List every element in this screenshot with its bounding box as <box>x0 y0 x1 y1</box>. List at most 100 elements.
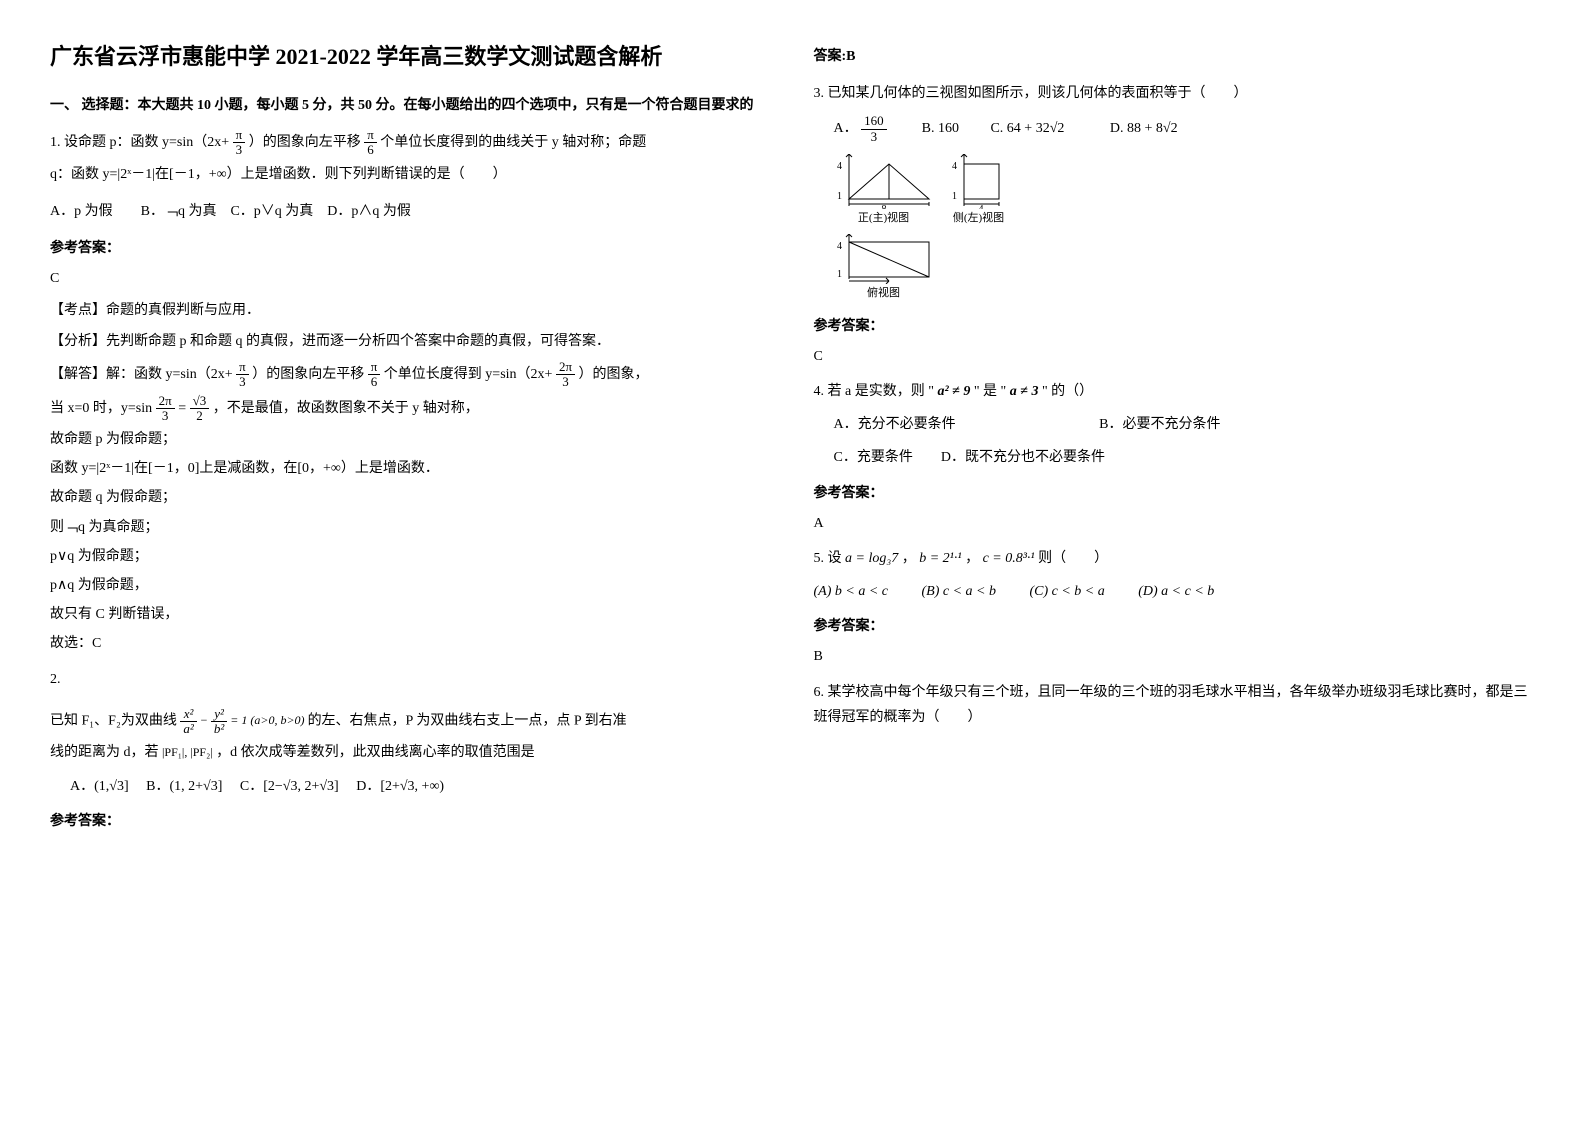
q3-options: A． 1603 B. 160 C. 64 + 32√2 D. 88 + 8√2 <box>834 114 1538 144</box>
frac-2pi-3b: 2π3 <box>156 394 175 424</box>
solution-line: 【解答】解：函数 y=sin（2x+ π3 ）的图象向左平移 π6 个单位长度得… <box>50 360 774 390</box>
q2-stem: 已知 F₁、F₂为双曲线 x²a² − y²b² = 1 (a>0, b>0) … <box>50 707 774 737</box>
page-title: 广东省云浮市惠能中学 2021-2022 学年高三数学文测试题含解析 <box>50 40 774 73</box>
q5-opt-d: (D) a < c < b <box>1138 584 1214 599</box>
q1-stem: 1. 设命题 p：函数 y=sin（2x+ π3 ）的图象向左平移 π6 个单位… <box>50 128 774 158</box>
q2-answer-text: 答案:B <box>814 44 1538 69</box>
q1-stem-a: 1. 设命题 p：函数 y=sin（2x+ <box>50 135 229 150</box>
func-line: 函数 y=|2ˣ－1|在[－1，0]上是减函数，在[0，+∞）上是增函数． <box>50 456 774 481</box>
sol-c: 个单位长度得到 y=sin（2x+ <box>384 367 553 382</box>
frac-pi-6b: π6 <box>368 360 381 390</box>
q1-stem-c: 个单位长度得到的曲线关于 y 轴对称；命题 <box>380 135 646 150</box>
front-view-svg: 4 1 8 <box>834 154 934 209</box>
q5-f: c = 0.8³·¹ <box>983 551 1035 566</box>
q-false: 故命题 q 为假命题； <box>50 485 774 510</box>
pandq-line: p∧q 为假命题， <box>50 573 774 598</box>
q4-d: a ≠ 3 <box>1010 384 1039 399</box>
q4-answer: A <box>814 511 1538 536</box>
tri-row-top: 4 1 8 正(主)视图 4 1 <box>834 154 1538 229</box>
q2-c: 线的距离为 d，若 <box>50 745 159 760</box>
q5-answer: B <box>814 644 1538 669</box>
left-column: 广东省云浮市惠能中学 2021-2022 学年高三数学文测试题含解析 一、 选择… <box>50 40 774 839</box>
q2-answer-label: 参考答案： <box>50 809 774 834</box>
q5-b: a = log₃7 <box>845 551 898 566</box>
q1-answer: C <box>50 266 774 291</box>
svg-text:1: 1 <box>952 191 957 202</box>
svg-text:1: 1 <box>837 269 842 280</box>
q4-opt-a: A．充分不必要条件 <box>834 417 956 432</box>
q3-opt-b: B. 160 <box>922 121 959 136</box>
q3-answer-label: 参考答案： <box>814 314 1538 339</box>
svg-text:4: 4 <box>837 161 842 172</box>
x0-c: ，不是最值，故函数图象不关于 y 轴对称， <box>213 401 479 416</box>
q1-stem-d: q：函数 y=|2ˣ－1|在[－1，+∞）上是增函数．则下列判断错误的是（ ） <box>50 162 774 187</box>
q4-a: 4. 若 a 是实数，则 " <box>814 384 934 399</box>
top-view-label: 俯视图 <box>834 284 934 304</box>
q4-stem: 4. 若 a 是实数，则 " a² ≠ 9 " 是 " a ≠ 3 " 的（） <box>814 379 1538 404</box>
q3-opt-d: D. 88 + 8√2 <box>1110 121 1178 136</box>
q5-opt-c: (C) c < b < a <box>1029 584 1104 599</box>
q4-answer-label: 参考答案： <box>814 481 1538 506</box>
x0-a: 当 x=0 时，y=sin <box>50 401 152 416</box>
porq-line: p∨q 为假命题； <box>50 544 774 569</box>
q2-a: 已知 F₁、F₂为双曲线 <box>50 713 177 728</box>
front-view-label: 正(主)视图 <box>834 209 934 229</box>
q4-options2: C．充要条件 D．既不充分也不必要条件 <box>834 445 1538 470</box>
q5-g: 则（ ） <box>1038 551 1108 566</box>
q2-opt-c: C．[2−√3, 2+√3] <box>240 779 339 794</box>
only-c-line: 故只有 C 判断错误， <box>50 602 774 627</box>
q3-answer: C <box>814 344 1538 369</box>
frac-pi-6: π6 <box>364 128 377 158</box>
frac-2pi-3: 2π3 <box>556 360 575 390</box>
q4-opt-c: C．充要条件 D．既不充分也不必要条件 <box>834 450 1105 465</box>
top-view: 4 1 俯视图 <box>834 234 934 304</box>
right-column: 答案:B 3. 已知某几何体的三视图如图所示，则该几何体的表面积等于（ ） A．… <box>814 40 1538 839</box>
answer-label: 参考答案： <box>50 236 774 261</box>
q2-options: A．(1,√3] B．(1, 2+√3] C．[2−√3, 2+√3] D．[2… <box>70 774 774 799</box>
sol-a: 【解答】解：函数 y=sin（2x+ <box>50 367 233 382</box>
question-1: 1. 设命题 p：函数 y=sin（2x+ π3 ）的图象向左平移 π6 个单位… <box>50 128 774 224</box>
select-line: 故选：C <box>50 631 774 656</box>
q2-b: 的左、右焦点，P 为双曲线右支上一点，点 P 到右准 <box>308 713 627 728</box>
tri-row-bottom: 4 1 俯视图 <box>834 234 1538 304</box>
frac-pi-3b: π3 <box>236 360 249 390</box>
q5-stem: 5. 设 a = log₃7 ， b = 2¹·¹ ， c = 0.8³·¹ 则… <box>814 546 1538 571</box>
analysis-label: 【分析】先判断命题 p 和命题 q 的真假，进而逐一分析四个答案中命题的真假，可… <box>50 329 774 354</box>
notq-line: 则﹁q 为真命题； <box>50 515 774 540</box>
q1-stem-b: ）的图象向左平移 <box>249 135 361 150</box>
q5-opt-a: (A) b < a < c <box>814 584 888 599</box>
q2-opt-a: A．(1,√3] <box>70 779 129 794</box>
side-view-svg: 4 1 4 <box>949 154 1009 209</box>
q5-e: ， <box>965 551 979 566</box>
q5-a: 5. 设 <box>814 551 846 566</box>
sol-d: ）的图象， <box>579 367 649 382</box>
p-false: 故命题 p 为假命题； <box>50 427 774 452</box>
q2-formula: x²a² − y²b² = 1 (a>0, b>0) <box>180 713 307 727</box>
q4-c: " 是 " <box>974 384 1006 399</box>
q2-pf: |PF₁|, |PF₂| <box>162 745 213 759</box>
q4-b: a² ≠ 9 <box>937 384 970 399</box>
svg-text:1: 1 <box>837 191 842 202</box>
q3-opt-c: C. 64 + 32√2 <box>990 121 1064 136</box>
svg-text:4: 4 <box>952 161 957 172</box>
q5-d: b = 2¹·¹ <box>919 551 961 566</box>
q6-stem: 6. 某学校高中每个年级只有三个班，且同一年级的三个班的羽毛球水平相当，各年级举… <box>814 680 1538 730</box>
frac-160-3: 1603 <box>861 114 887 144</box>
when-x0: 当 x=0 时，y=sin 2π3 = √32 ，不是最值，故函数图象不关于 y… <box>50 394 774 424</box>
section-header: 一、 选择题：本大题共 10 小题，每小题 5 分，共 50 分。在每小题给出的… <box>50 93 774 118</box>
q2-d: ，d 依次成等差数列，此双曲线离心率的取值范围是 <box>216 745 535 760</box>
q3-opt-a: A． 1603 <box>834 121 891 136</box>
top-view-svg: 4 1 <box>834 234 934 284</box>
q5-answer-label: 参考答案： <box>814 614 1538 639</box>
x0-b: = <box>178 401 186 416</box>
q3-stem: 3. 已知某几何体的三视图如图所示，则该几何体的表面积等于（ ） <box>814 81 1538 106</box>
q5-c: ， <box>902 551 916 566</box>
point-label: 【考点】命题的真假判断与应用． <box>50 298 774 323</box>
q1-options: A．p 为假 B．﹁q 为真 C．p∨q 为真 D．p∧q 为假 <box>50 199 774 224</box>
three-view-diagram: 4 1 8 正(主)视图 4 1 <box>834 154 1538 304</box>
q2-opt-d: D．[2+√3, +∞) <box>356 779 444 794</box>
frac-sqrt3-2: √32 <box>190 394 210 424</box>
q2-opt-b: B．(1, 2+√3] <box>146 779 222 794</box>
frac-pi-3: π3 <box>233 128 246 158</box>
q4-e: " 的（） <box>1042 384 1093 399</box>
